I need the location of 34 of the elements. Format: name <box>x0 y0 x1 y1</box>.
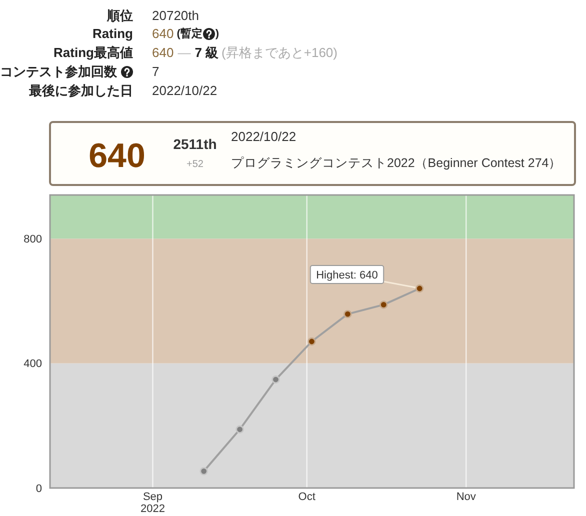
y-tick-label: 800 <box>24 233 42 246</box>
text: 順位 <box>107 8 133 24</box>
text: (昇格まであと+160) <box>222 45 338 62</box>
x-tick-label: Oct <box>298 491 316 503</box>
point <box>344 310 352 318</box>
text: 最後に参加した日 <box>29 82 133 99</box>
text: 640 <box>152 26 174 42</box>
text: 640 <box>88 137 146 175</box>
text: Rating最高値 <box>54 45 133 62</box>
text: 2511th <box>173 136 217 152</box>
text: コンテスト参加回数 <box>0 64 117 80</box>
text: 2022/10/22 <box>152 82 218 99</box>
text: 640 <box>152 45 174 62</box>
text: Rating <box>92 26 133 42</box>
point <box>236 425 244 434</box>
point <box>415 284 424 293</box>
text: — <box>178 45 191 62</box>
annotation: Highest: 640 <box>316 270 378 282</box>
text: 2022/10/22 <box>231 129 296 144</box>
point <box>200 467 208 476</box>
point <box>272 375 280 384</box>
text: 7 <box>152 64 160 80</box>
text: プログラミングコンテスト2022（Beginner Contest 274） <box>231 156 562 170</box>
point <box>380 300 388 309</box>
text: 7 級 <box>194 45 219 62</box>
text: ) <box>215 27 220 42</box>
y-tick-label: 0 <box>36 482 42 495</box>
point <box>308 337 316 346</box>
x-tick-label: Nov <box>456 491 476 503</box>
text: (暫定 <box>176 26 202 42</box>
x-tick-label: Sep 2022 <box>140 491 165 515</box>
y-tick-label: 400 <box>24 358 42 370</box>
text: 20720th <box>152 8 199 24</box>
text: +52 <box>186 159 204 170</box>
